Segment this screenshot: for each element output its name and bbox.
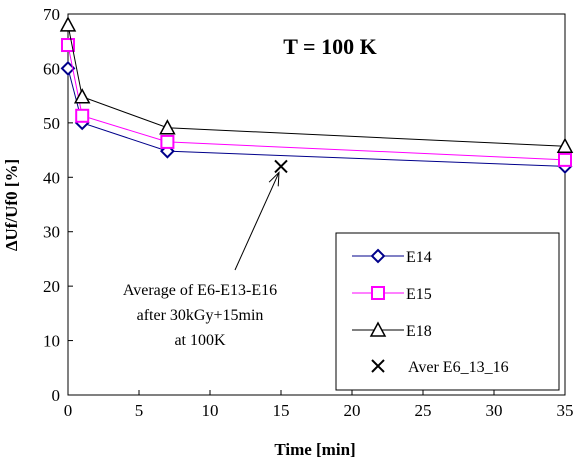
y-tick-label: 30 (43, 223, 60, 242)
legend-label: E14 (406, 249, 432, 266)
y-axis-title: ΔUf/Uf0 [%] (2, 159, 21, 251)
legend: E14 E15 E18 Aver E6_13_16 (335, 232, 560, 391)
y-tick-label: 60 (43, 59, 60, 78)
y-tick-label: 20 (43, 277, 60, 296)
y-tick-label: 0 (52, 386, 61, 405)
y-axis-ticks: 0 10 20 30 40 50 60 70 (43, 5, 73, 405)
chart-title: T = 100 K (283, 34, 376, 59)
data-point (159, 119, 176, 135)
x-tick-label: 20 (344, 401, 361, 420)
x-axis-title: Time [min] (274, 440, 355, 459)
legend-item: E15 (352, 286, 432, 303)
data-point (558, 152, 572, 167)
legend-label: E18 (406, 323, 432, 340)
legend-label: E15 (406, 286, 432, 303)
legend-marker (371, 359, 385, 373)
series-line (67, 68, 566, 167)
y-tick-label: 70 (43, 5, 60, 24)
annotation-arrow (234, 172, 280, 271)
series-layer (59, 16, 574, 174)
x-tick-label: 0 (64, 401, 73, 420)
legend-item: E14 (352, 248, 432, 266)
series-line (67, 44, 566, 161)
data-point (556, 137, 574, 154)
x-tick-label: 25 (415, 401, 432, 420)
x-tick-label: 5 (135, 401, 144, 420)
x-tick-label: 35 (557, 401, 574, 420)
y-tick-label: 40 (43, 168, 60, 187)
x-tick-label: 15 (273, 401, 290, 420)
data-point (274, 159, 288, 174)
legend-box (335, 232, 560, 391)
data-point (59, 16, 77, 32)
legend-item: Aver E6_13_16 (371, 359, 509, 376)
annotation-line-2: after 30kGy+15min (137, 307, 264, 324)
annotation-line-3: at 100K (174, 332, 226, 349)
legend-items: E14 E15 E18 Aver E6_13_16 (352, 248, 509, 376)
y-tick-label: 50 (43, 114, 60, 133)
series-line (67, 24, 566, 147)
legend-label: Aver E6_13_16 (408, 359, 509, 376)
x-tick-label: 30 (486, 401, 503, 420)
data-point (75, 108, 90, 123)
legend-marker (371, 286, 385, 300)
legend-marker (369, 321, 387, 337)
series-3 (59, 16, 574, 154)
series-2 (61, 38, 572, 167)
series-4 (274, 159, 288, 174)
y-tick-label: 10 (43, 332, 60, 351)
legend-marker (370, 248, 386, 264)
x-tick-label: 10 (202, 401, 219, 420)
x-axis-ticks: 0 5 10 15 20 25 30 35 (64, 390, 574, 420)
annotation-arrowhead (268, 171, 280, 187)
legend-item: E18 (352, 321, 432, 340)
annotation: Average of E6-E13-E16 after 30kGy+15min … (123, 171, 280, 349)
data-point (73, 88, 91, 104)
annotation-line-1: Average of E6-E13-E16 (123, 282, 277, 299)
data-point (160, 134, 175, 149)
